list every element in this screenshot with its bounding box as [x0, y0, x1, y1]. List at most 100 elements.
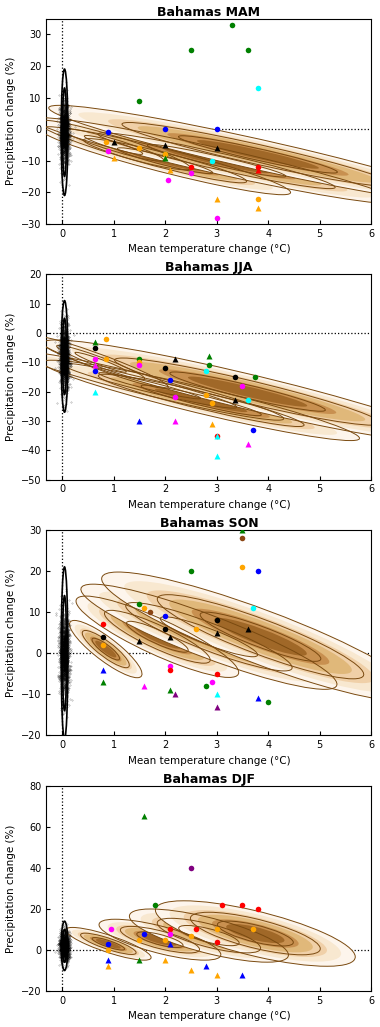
Ellipse shape	[95, 641, 116, 657]
X-axis label: Mean temperature change (°C): Mean temperature change (°C)	[128, 500, 290, 510]
Ellipse shape	[62, 347, 139, 377]
Ellipse shape	[40, 126, 291, 195]
Ellipse shape	[86, 130, 347, 191]
Ellipse shape	[99, 592, 319, 682]
Ellipse shape	[43, 340, 159, 385]
Ellipse shape	[60, 124, 373, 197]
Ellipse shape	[16, 351, 284, 420]
Ellipse shape	[85, 633, 127, 665]
Ellipse shape	[138, 126, 378, 183]
X-axis label: Mean temperature change (°C): Mean temperature change (°C)	[128, 244, 290, 255]
Ellipse shape	[101, 354, 380, 428]
Ellipse shape	[73, 366, 227, 406]
Ellipse shape	[93, 141, 237, 181]
Ellipse shape	[75, 137, 255, 185]
Ellipse shape	[111, 146, 220, 176]
X-axis label: Mean temperature change (°C): Mean temperature change (°C)	[128, 756, 290, 766]
Ellipse shape	[169, 906, 341, 961]
Ellipse shape	[133, 383, 270, 418]
Ellipse shape	[212, 919, 299, 948]
Ellipse shape	[192, 609, 329, 664]
Ellipse shape	[78, 933, 139, 955]
Title: Bahamas DJF: Bahamas DJF	[163, 772, 255, 786]
Title: Bahamas JJA: Bahamas JJA	[165, 261, 253, 274]
Ellipse shape	[78, 112, 380, 196]
Ellipse shape	[90, 937, 127, 951]
Ellipse shape	[69, 130, 158, 159]
Ellipse shape	[134, 624, 181, 649]
Ellipse shape	[88, 372, 315, 429]
Y-axis label: Precipitation change (%): Precipitation change (%)	[6, 824, 16, 952]
Ellipse shape	[76, 596, 239, 678]
Ellipse shape	[99, 919, 221, 960]
Ellipse shape	[36, 120, 190, 169]
Ellipse shape	[138, 142, 296, 180]
Ellipse shape	[66, 927, 151, 960]
Ellipse shape	[154, 614, 264, 659]
Ellipse shape	[59, 127, 169, 162]
Title: Bahamas SON: Bahamas SON	[160, 517, 258, 530]
Ellipse shape	[99, 608, 216, 665]
Ellipse shape	[174, 924, 243, 947]
Ellipse shape	[163, 148, 270, 174]
Ellipse shape	[142, 934, 178, 946]
Ellipse shape	[80, 135, 147, 156]
Ellipse shape	[70, 620, 142, 678]
Ellipse shape	[91, 138, 136, 152]
Ellipse shape	[130, 909, 288, 962]
Ellipse shape	[155, 388, 247, 412]
Ellipse shape	[81, 584, 337, 689]
Ellipse shape	[169, 600, 352, 674]
Ellipse shape	[124, 581, 380, 692]
Ellipse shape	[54, 362, 246, 411]
Ellipse shape	[125, 928, 195, 951]
Ellipse shape	[90, 637, 122, 661]
Ellipse shape	[102, 572, 380, 701]
Ellipse shape	[57, 131, 273, 190]
Ellipse shape	[128, 151, 202, 170]
Ellipse shape	[116, 925, 204, 954]
Ellipse shape	[75, 624, 137, 674]
Ellipse shape	[111, 613, 204, 660]
Ellipse shape	[49, 106, 380, 203]
Ellipse shape	[135, 607, 283, 667]
Ellipse shape	[108, 119, 380, 190]
Ellipse shape	[43, 360, 359, 441]
Ellipse shape	[214, 618, 307, 655]
Ellipse shape	[117, 599, 301, 675]
Ellipse shape	[163, 920, 255, 951]
Ellipse shape	[226, 924, 285, 943]
Ellipse shape	[172, 621, 246, 652]
Ellipse shape	[188, 377, 307, 407]
Y-axis label: Precipitation change (%): Precipitation change (%)	[6, 313, 16, 442]
Ellipse shape	[72, 929, 145, 958]
Ellipse shape	[87, 602, 227, 672]
Ellipse shape	[112, 136, 321, 186]
Ellipse shape	[111, 376, 189, 395]
Ellipse shape	[92, 371, 208, 401]
Ellipse shape	[72, 347, 380, 435]
Y-axis label: Precipitation change (%): Precipitation change (%)	[6, 58, 16, 186]
Y-axis label: Precipitation change (%): Precipitation change (%)	[6, 569, 16, 697]
Ellipse shape	[96, 939, 121, 949]
Ellipse shape	[35, 356, 265, 415]
Ellipse shape	[65, 366, 337, 434]
Ellipse shape	[133, 930, 186, 949]
Ellipse shape	[81, 354, 120, 370]
Ellipse shape	[152, 916, 266, 955]
X-axis label: Mean temperature change (°C): Mean temperature change (°C)	[128, 1012, 290, 1022]
Ellipse shape	[184, 910, 327, 957]
Ellipse shape	[71, 351, 130, 374]
Ellipse shape	[33, 336, 168, 388]
Ellipse shape	[159, 370, 336, 414]
Ellipse shape	[130, 362, 365, 421]
Ellipse shape	[108, 922, 212, 957]
Ellipse shape	[52, 344, 149, 381]
Ellipse shape	[84, 935, 133, 953]
Ellipse shape	[80, 629, 132, 670]
Ellipse shape	[122, 619, 193, 654]
Ellipse shape	[34, 118, 380, 203]
Ellipse shape	[110, 377, 292, 423]
Ellipse shape	[155, 901, 355, 966]
Ellipse shape	[43, 340, 380, 444]
